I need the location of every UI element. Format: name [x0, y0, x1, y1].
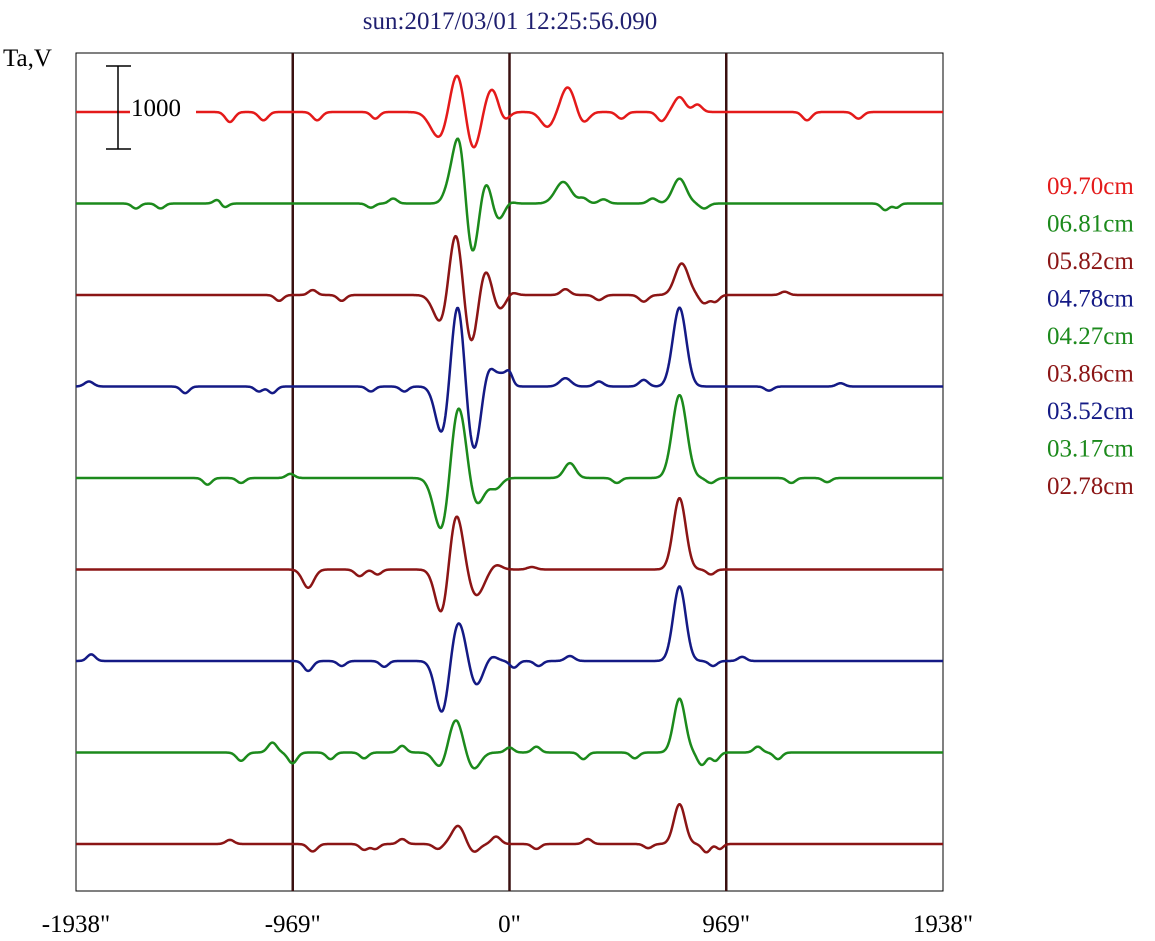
scale-bar: 1000: [106, 65, 196, 150]
series-line-03.17cm: [75, 697, 944, 770]
series-line-04.27cm: [75, 393, 944, 530]
legend-entry: 05.82cm: [1047, 248, 1134, 275]
legend-entry: 03.17cm: [1047, 436, 1134, 463]
legend-entry: 09.70cm: [1047, 173, 1134, 200]
series-line-04.78cm: [75, 306, 944, 449]
series-traces: [75, 74, 944, 854]
series-line-03.52cm: [75, 585, 944, 713]
series-line-02.78cm: [75, 803, 944, 854]
scale-bar-label-bg: [130, 91, 196, 119]
series-line-05.82cm: [75, 234, 944, 342]
legend-entry: 06.81cm: [1047, 211, 1134, 238]
x-tick-label: 1938": [913, 911, 973, 938]
legend-entry: 04.27cm: [1047, 323, 1134, 350]
legend-entry: 03.86cm: [1047, 361, 1134, 388]
vertical-marker-lines: [291, 53, 728, 891]
x-tick-labels: -1938" -969" 0" 969" 1938": [42, 911, 973, 938]
series-line-03.86cm: [75, 497, 944, 613]
x-tick-label: -1938": [42, 911, 111, 938]
scale-bar-label: 1000: [131, 95, 181, 122]
x-tick-label: 0": [498, 911, 521, 938]
x-tick-label: -969": [265, 911, 321, 938]
x-tick-label: 969": [702, 911, 750, 938]
legend-entry: 04.78cm: [1047, 286, 1134, 313]
legend-entry: 03.52cm: [1047, 398, 1134, 425]
series-line-06.81cm: [75, 137, 944, 252]
legend: 09.70cm 06.81cm 05.82cm 04.78cm 04.27cm 03.86…: [1047, 173, 1134, 500]
series-line-09.70cm: [75, 74, 944, 149]
chart-title: sun:2017/03/01 12:25:56.090: [363, 8, 657, 35]
y-axis-label: Ta,V: [3, 45, 52, 72]
legend-entry: 02.78cm: [1047, 473, 1134, 500]
